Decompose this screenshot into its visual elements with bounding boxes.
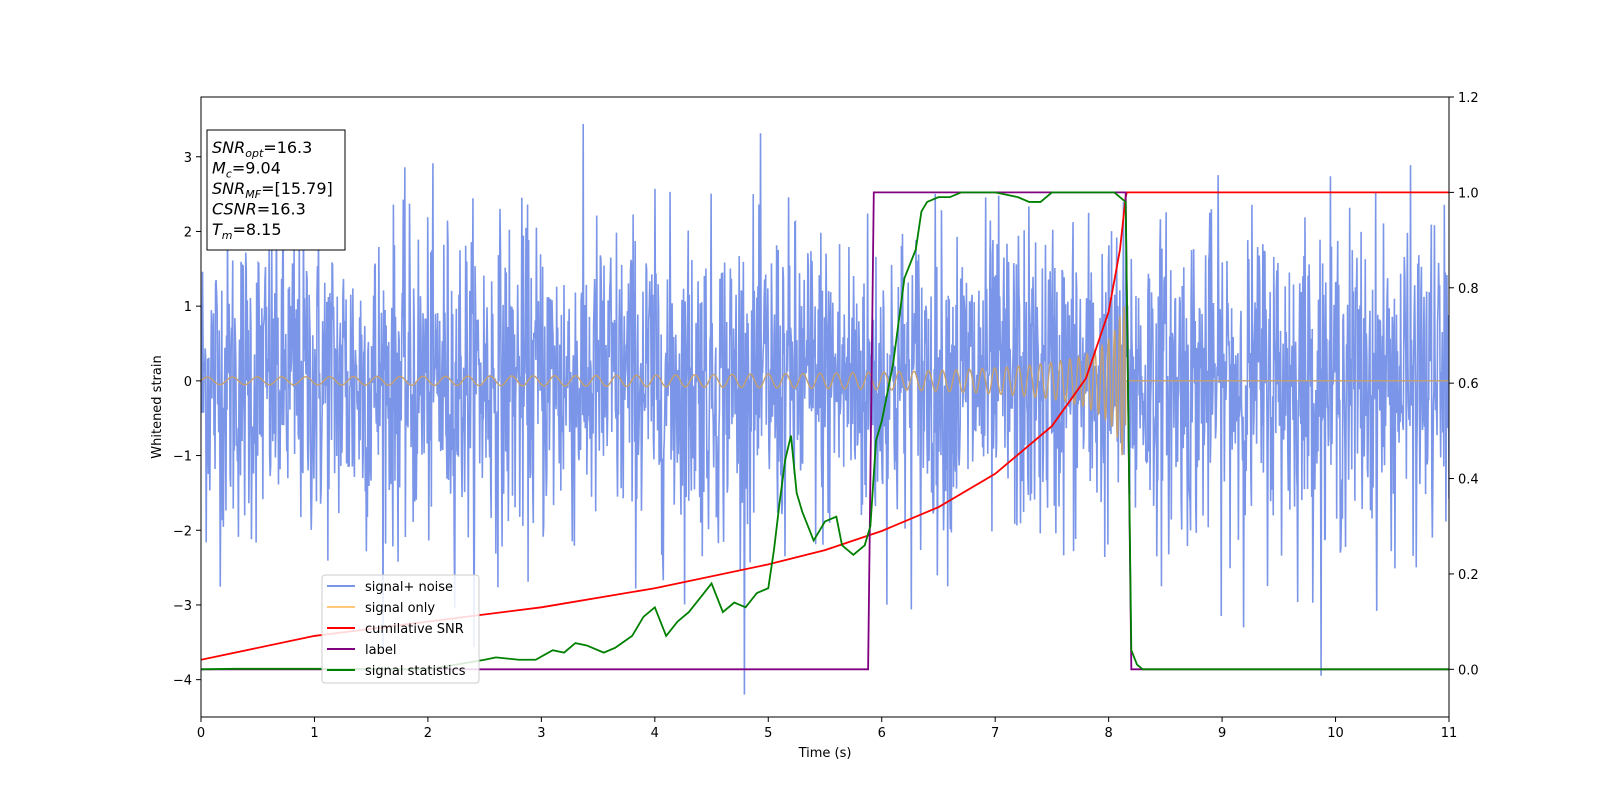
y-right-tick-label: 0.8 xyxy=(1458,282,1479,297)
ticks-layer: 0 1 2 3 4 5 6 7 8 9 10 11 −4 −3 −2 −1 0 1 2 3 0.0 0.2 0.4 0.6 0.… xyxy=(173,91,1479,741)
annotation-frame xyxy=(206,129,346,251)
legend-label: label xyxy=(365,643,396,658)
y-left-tick-label: −1 xyxy=(173,450,192,465)
y-right-tick-label: 0.0 xyxy=(1458,663,1479,678)
series-layer xyxy=(201,123,1449,695)
y-right-tick-label: 1.0 xyxy=(1458,186,1479,201)
y-left-tick-label: −4 xyxy=(173,674,192,689)
y-left-tick-label: −2 xyxy=(173,524,192,539)
annotation-box: SNRopt=16.3Mc=9.04SNRMF=[15.79]CSNR=16.3… xyxy=(206,129,346,251)
series-signal-statistics xyxy=(201,191,1449,671)
x-tick-label: 1 xyxy=(310,726,318,741)
legend-label: signal only xyxy=(365,601,435,616)
x-tick-label: 9 xyxy=(1218,726,1226,741)
annotation-line: CSNR=16.3 xyxy=(212,200,306,219)
legend-label: signal+ noise xyxy=(365,580,453,595)
y-right-tick-label: 0.4 xyxy=(1458,473,1479,488)
x-tick-label: 0 xyxy=(197,726,205,741)
y-right-tick-label: 0.6 xyxy=(1458,377,1479,392)
x-tick-label: 6 xyxy=(878,726,886,741)
annotation-line: Tm=8.15 xyxy=(212,220,282,242)
plot-frame xyxy=(200,96,1450,718)
y-left-tick-label: −3 xyxy=(173,599,192,614)
y-axis-label: Whitened strain xyxy=(150,355,165,458)
y-left-tick-label: 2 xyxy=(184,225,192,240)
series-cumilative-snr xyxy=(201,191,1449,661)
y-right-tick-label: 1.2 xyxy=(1458,91,1479,106)
x-tick-label: 3 xyxy=(537,726,545,741)
y-right-tick-label: 0.2 xyxy=(1458,568,1479,583)
legend-label: cumilative SNR xyxy=(365,622,464,637)
legend-label: signal statistics xyxy=(365,664,466,679)
annotation-line: SNRopt=16.3 xyxy=(212,138,312,160)
y-left-tick-label: 0 xyxy=(184,375,192,390)
x-axis-label: Time (s) xyxy=(798,746,852,761)
series-signal-only xyxy=(201,306,1449,456)
x-tick-label: 5 xyxy=(764,726,772,741)
x-tick-label: 10 xyxy=(1327,726,1344,741)
x-tick-label: 4 xyxy=(651,726,659,741)
legend: signal+ noise signal only cumilative SNR la… xyxy=(321,574,480,684)
x-tick-label: 7 xyxy=(991,726,999,741)
x-tick-label: 11 xyxy=(1441,726,1458,741)
annotation-line: SNRMF=[15.79] xyxy=(212,179,333,201)
x-tick-label: 8 xyxy=(1104,726,1112,741)
series-signal-noise xyxy=(201,123,1449,695)
y-left-tick-label: 3 xyxy=(184,151,192,166)
x-tick-label: 2 xyxy=(424,726,432,741)
annotation-line: Mc=9.04 xyxy=(212,159,281,181)
y-left-tick-label: 1 xyxy=(184,300,192,315)
legend-frame xyxy=(321,574,480,684)
